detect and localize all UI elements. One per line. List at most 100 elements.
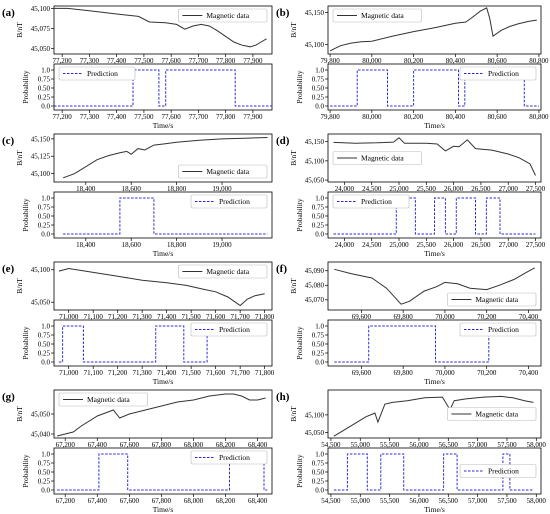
x-axis-label: Time/s (424, 505, 445, 514)
x-tick-label: 80,400 (446, 113, 466, 121)
x-tick-label: 18,800 (167, 241, 187, 249)
y-tick-label: 45,125 (31, 153, 51, 161)
legend-label: Magnetic data (361, 154, 404, 163)
legend-label: Magnetic data (206, 11, 249, 20)
prediction-ylabel: Probability (21, 198, 30, 232)
legend-box (178, 8, 268, 23)
y-tick-label: 45,050 (305, 176, 325, 184)
x-tick-label: 71,000 (59, 313, 79, 321)
y-tick-label: 45,100 (305, 411, 325, 419)
magnetic-series (62, 137, 268, 179)
x-tick-label: 71,800 (255, 369, 275, 377)
x-tick-label: 77,900 (243, 113, 263, 121)
prediction-ylabel: Probability (295, 454, 304, 488)
legend-label: Prediction (219, 453, 250, 462)
x-tick-label: 67,200 (56, 497, 76, 505)
magnetic-ylabel: B/nT (15, 278, 24, 294)
y-tick-label: 45,100 (31, 266, 51, 274)
prediction-series (58, 325, 265, 363)
x-tick-label: 57,000 (468, 497, 488, 505)
x-tick-label: 80,800 (529, 113, 549, 121)
legend-label: Magnetic data (475, 410, 518, 419)
prediction-ylabel: Probability (21, 454, 30, 488)
panel-1: (a) 45,050 45,075 45,100 77,200 77,300 77,400 7… (2, 5, 273, 130)
x-tick-label: 80,000 (362, 57, 382, 65)
prediction-series (54, 69, 272, 107)
x-tick-label: 56,000 (409, 441, 429, 449)
y-tick-label: 0.0 (41, 358, 50, 366)
y-tick-label: 0.75 (38, 459, 51, 467)
legend-box (190, 450, 268, 465)
x-tick-label: 71,200 (108, 313, 128, 321)
prediction-axes (53, 319, 273, 367)
legend-box (459, 464, 537, 478)
x-tick-label: 70,000 (435, 313, 455, 321)
y-tick-label: 0.0 (315, 102, 324, 110)
y-tick-label: 45,050 (305, 429, 325, 437)
panel-label: (e) (2, 263, 15, 275)
x-tick-label: 77,700 (189, 113, 209, 121)
y-tick-label: 0.0 (41, 102, 50, 110)
x-tick-label: 56,500 (439, 441, 459, 449)
panel-label: (f) (276, 263, 287, 275)
legend-label: Prediction (488, 69, 519, 78)
x-tick-label: 71,100 (84, 369, 104, 377)
legend-box (447, 407, 537, 421)
y-tick-label: 0.25 (38, 93, 51, 101)
x-tick-label: 54,500 (321, 441, 341, 449)
y-tick-label: 45,040 (31, 430, 51, 438)
x-tick-label: 26,500 (471, 185, 491, 193)
x-tick-label: 26,500 (471, 241, 491, 249)
y-tick-label: 0.25 (312, 93, 325, 101)
prediction-series (333, 197, 536, 235)
x-tick-label: 71,700 (231, 369, 251, 377)
x-tick-label: 55,500 (380, 497, 400, 505)
legend-box (459, 322, 537, 337)
x-tick-label: 71,600 (206, 313, 226, 321)
x-tick-label: 55,000 (351, 441, 371, 449)
x-tick-label: 67,600 (120, 497, 140, 505)
legend-box (447, 292, 537, 307)
x-tick-label: 27,000 (499, 185, 519, 193)
x-tick-label: 71,000 (59, 369, 79, 377)
legend-label: Prediction (87, 69, 118, 78)
prediction-ylabel: Probability (295, 326, 304, 360)
y-tick-label: 1.0 (315, 322, 324, 330)
legend-label: Magnetic data (361, 11, 404, 20)
y-tick-label: 45,090 (305, 267, 325, 275)
x-tick-label: 67,600 (120, 441, 140, 449)
magnetic-ylabel: B/nT (289, 22, 298, 38)
x-tick-label: 80,400 (446, 57, 466, 65)
x-tick-label: 77,200 (53, 113, 73, 121)
x-axis-label: Time/s (153, 121, 174, 130)
x-tick-label: 70,000 (435, 369, 455, 377)
legend-label: Prediction (488, 467, 519, 476)
x-tick-label: 55,500 (380, 441, 400, 449)
x-tick-label: 26,000 (444, 185, 464, 193)
legend-label: Magnetic data (87, 395, 130, 404)
y-tick-label: 0.25 (38, 349, 51, 357)
y-tick-label: 1.0 (41, 66, 50, 74)
x-tick-label: 71,400 (157, 313, 177, 321)
x-tick-label: 70,400 (519, 313, 539, 321)
magnetic-ylabel: B/nT (289, 150, 298, 166)
y-tick-label: 45,100 (305, 41, 325, 49)
magnetic-axes (53, 261, 273, 311)
prediction-axes (327, 319, 542, 367)
x-tick-label: 27,500 (526, 241, 546, 249)
panel-4: (d) 45,050 45,100 45,150 24,000 24,500 25,000 2… (276, 133, 546, 258)
magnetic-series (333, 395, 534, 437)
x-tick-label: 80,600 (488, 113, 508, 121)
y-tick-label: 0.50 (312, 340, 325, 348)
legend-box (58, 392, 148, 407)
panel-8: (h) 45,050 45,100 54,500 55,000 55,500 56,000 5… (276, 389, 546, 514)
x-tick-label: 77,600 (162, 57, 182, 65)
prediction-axes (327, 191, 542, 239)
prediction-ylabel: Probability (295, 198, 304, 232)
prediction-axes (53, 447, 273, 495)
prediction-axes (327, 447, 542, 495)
x-tick-label: 77,800 (216, 113, 236, 121)
x-tick-label: 68,200 (216, 441, 236, 449)
y-tick-label: 45,050 (31, 45, 51, 53)
y-tick-label: 1.0 (41, 322, 50, 330)
